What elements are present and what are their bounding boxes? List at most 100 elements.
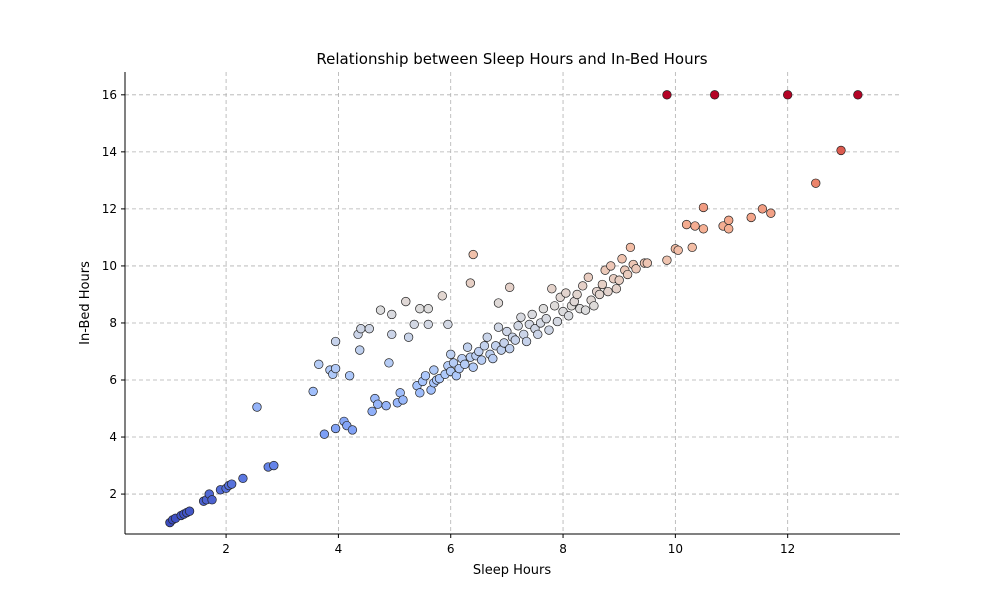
- data-point: [493, 298, 504, 308]
- data-point: [468, 362, 478, 372]
- x-tick-label: 6: [447, 542, 455, 556]
- data-point: [549, 301, 560, 311]
- data-point: [662, 255, 672, 265]
- data-point: [724, 215, 734, 225]
- data-point: [766, 208, 776, 218]
- data-point: [589, 301, 599, 311]
- data-point: [356, 324, 366, 334]
- y-tick-label: 16: [102, 88, 117, 102]
- data-point: [468, 249, 478, 260]
- data-point: [474, 346, 484, 357]
- data-point: [364, 324, 374, 334]
- data-point: [538, 304, 549, 314]
- data-point: [460, 359, 470, 369]
- data-point: [572, 289, 582, 300]
- x-tick-label: 12: [780, 542, 795, 556]
- y-tick-label: 4: [109, 430, 117, 444]
- y-axis-ticks: 2 4 6 8 10 12 14 16: [102, 88, 125, 501]
- data-point: [330, 423, 341, 434]
- data-point: [811, 178, 821, 188]
- data-point: [479, 341, 490, 351]
- data-point: [446, 349, 456, 359]
- data-point: [578, 281, 588, 291]
- data-point: [462, 342, 473, 352]
- data-point: [330, 336, 341, 347]
- x-tick-label: 4: [335, 542, 343, 556]
- chart-title: Relationship between Sleep Hours and In-…: [316, 50, 707, 68]
- data-point: [344, 371, 355, 381]
- data-point: [521, 336, 532, 347]
- data-point: [622, 269, 633, 280]
- data-point: [319, 429, 330, 439]
- data-point: [330, 363, 341, 374]
- grid-lines: [125, 72, 900, 534]
- data-point: [403, 332, 414, 342]
- data-point: [398, 395, 408, 405]
- data-point: [387, 329, 397, 340]
- data-point: [476, 355, 487, 365]
- data-point: [488, 353, 498, 364]
- data-point: [611, 284, 622, 294]
- data-point: [499, 338, 509, 348]
- y-tick-label: 2: [109, 487, 117, 501]
- x-tick-label: 8: [559, 542, 567, 556]
- y-tick-label: 14: [102, 145, 117, 159]
- data-point: [423, 304, 433, 314]
- data-point: [597, 279, 608, 290]
- data-point: [443, 319, 453, 330]
- data-point: [690, 221, 700, 231]
- x-tick-label: 10: [668, 542, 683, 556]
- data-point: [614, 275, 624, 285]
- data-point: [698, 202, 709, 213]
- data-point: [631, 264, 641, 274]
- data-point: [505, 343, 515, 354]
- data-point: [783, 90, 793, 100]
- data-point: [387, 309, 397, 320]
- data-point: [448, 358, 459, 368]
- data-point: [673, 245, 683, 255]
- data-point: [513, 321, 523, 331]
- data-point: [314, 359, 324, 369]
- data-point: [527, 309, 537, 320]
- data-point: [482, 332, 492, 342]
- data-point: [564, 311, 574, 321]
- data-point: [583, 272, 593, 282]
- data-point: [252, 402, 262, 412]
- data-point: [308, 386, 318, 397]
- data-point: [505, 282, 515, 292]
- data-point: [415, 388, 425, 398]
- data-point: [533, 329, 543, 340]
- data-point: [757, 204, 768, 214]
- data-point: [541, 314, 551, 324]
- y-tick-label: 12: [102, 202, 117, 216]
- data-point: [355, 345, 365, 355]
- data-point: [724, 224, 734, 234]
- data-point: [561, 288, 571, 298]
- data-point: [401, 296, 411, 307]
- data-point: [606, 261, 616, 271]
- data-point: [746, 212, 756, 223]
- data-point: [580, 305, 591, 315]
- data-point: [544, 325, 554, 335]
- data-point: [367, 406, 377, 417]
- data-points: [165, 90, 863, 528]
- x-axis-ticks: 2 4 6 8 10 12: [222, 534, 795, 556]
- data-point: [552, 316, 563, 327]
- data-point: [409, 319, 419, 330]
- x-tick-label: 2: [222, 542, 230, 556]
- data-point: [347, 425, 358, 435]
- x-axis-label: Sleep Hours: [473, 563, 552, 578]
- data-point: [547, 284, 557, 294]
- data-point: [836, 145, 846, 156]
- data-point: [698, 224, 709, 234]
- data-point: [415, 304, 425, 314]
- data-point: [423, 319, 433, 330]
- data-point: [238, 473, 248, 484]
- y-axis-label: In-Bed Hours: [78, 261, 93, 345]
- data-point: [373, 399, 383, 409]
- y-tick-label: 8: [109, 316, 117, 330]
- data-point: [420, 371, 431, 381]
- data-point: [269, 460, 279, 471]
- data-point: [710, 90, 720, 100]
- data-point: [493, 322, 504, 332]
